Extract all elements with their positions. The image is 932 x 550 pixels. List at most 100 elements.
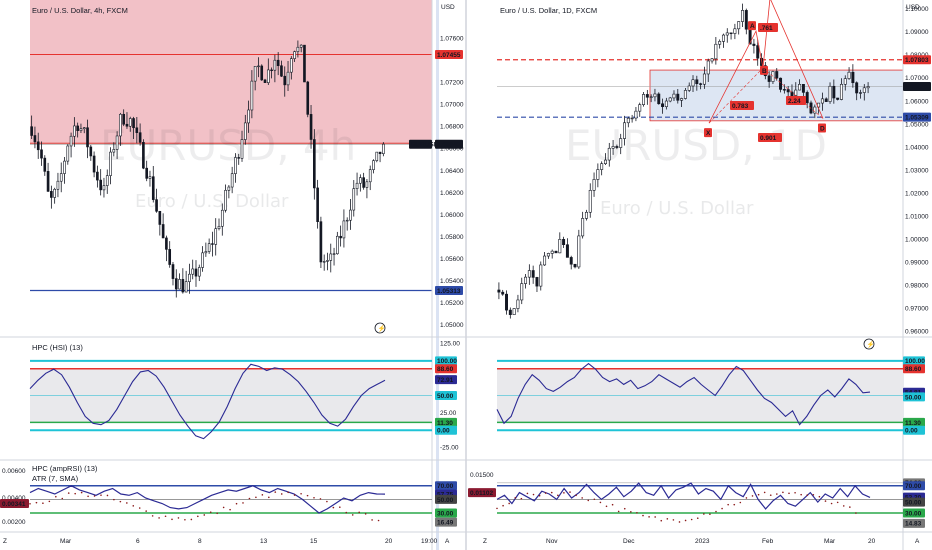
r-atr-dot bbox=[842, 505, 845, 507]
right-candle bbox=[623, 122, 626, 139]
osc2-line bbox=[29, 485, 386, 514]
watermark: EURUSD, 4h bbox=[100, 121, 356, 170]
right-price-tick: 1.04000 bbox=[905, 144, 929, 151]
left-candle bbox=[128, 118, 132, 127]
left-candle bbox=[250, 80, 254, 111]
right-candle bbox=[741, 10, 744, 22]
left-candle bbox=[352, 188, 356, 211]
right-title: Euro / U.S. Dollar, 1D, FXCM bbox=[500, 6, 597, 15]
r-atr-dot bbox=[788, 492, 790, 495]
left-candle bbox=[329, 253, 333, 261]
right-candle bbox=[832, 85, 836, 99]
left-x-label: 20 bbox=[385, 538, 393, 545]
right-candle bbox=[866, 86, 870, 89]
atr-dot bbox=[190, 518, 193, 521]
r-atr-dot bbox=[557, 494, 559, 497]
right-candle bbox=[524, 276, 528, 284]
left-candle bbox=[59, 173, 63, 182]
pattern-r3-bg bbox=[758, 133, 782, 142]
osc2-tick: 0.00400 bbox=[2, 495, 26, 502]
right-candle bbox=[630, 117, 634, 120]
left-candle bbox=[181, 279, 185, 293]
left-x-label: 6 bbox=[136, 538, 140, 545]
atr-dot bbox=[287, 491, 289, 494]
right-candle bbox=[782, 89, 786, 91]
atr-dot bbox=[177, 517, 180, 519]
right-badge-zone-top: 1.07803 bbox=[905, 57, 929, 64]
atr-dot bbox=[93, 495, 96, 497]
left-candle bbox=[211, 243, 214, 245]
r-atr-dot bbox=[496, 507, 498, 510]
atr-dot bbox=[171, 518, 173, 521]
right-candle bbox=[638, 104, 642, 112]
atr-dot bbox=[235, 502, 238, 505]
left-osc2-badge-left: 0.00341 bbox=[2, 501, 26, 508]
left-candle bbox=[145, 167, 149, 179]
right-candle bbox=[714, 43, 718, 60]
right-candle bbox=[779, 77, 783, 90]
atr-dot bbox=[119, 500, 122, 503]
r-atr-dot bbox=[812, 493, 815, 496]
left-candle bbox=[359, 177, 362, 184]
r-atr-dot bbox=[532, 493, 535, 496]
r-atr-dot bbox=[703, 513, 705, 515]
r-atr-dot bbox=[709, 513, 711, 515]
left-badge-support: 1.05313 bbox=[437, 288, 461, 295]
atr-dot bbox=[138, 507, 141, 509]
r-osc1-line bbox=[496, 362, 871, 426]
left-candle bbox=[201, 252, 204, 268]
pattern-r2-bg bbox=[786, 96, 806, 105]
r-atr-dot bbox=[745, 497, 748, 499]
right-x-label: Nov bbox=[546, 538, 558, 545]
right-candles bbox=[497, 3, 870, 319]
right-price-tick: 1.10000 bbox=[905, 6, 929, 13]
left-price-tick: 1.05600 bbox=[440, 256, 464, 263]
right-candle bbox=[836, 97, 840, 100]
left-badge-zone-top-bg bbox=[435, 50, 463, 60]
atr-dot bbox=[35, 501, 38, 504]
atr-dot bbox=[268, 496, 270, 499]
right-candle bbox=[577, 235, 581, 268]
left-candle bbox=[362, 177, 365, 188]
osc1-tick: -25.00 bbox=[440, 445, 459, 452]
left-osc1-badge-bg bbox=[435, 356, 457, 366]
left-title: Euro / U.S. Dollar, 4h, FXCM bbox=[32, 6, 128, 15]
right-candle bbox=[550, 250, 554, 254]
atr-dot bbox=[280, 493, 283, 495]
left-candle bbox=[378, 151, 382, 154]
right-candle bbox=[695, 79, 699, 85]
left-osc2-badge-bg bbox=[435, 508, 457, 518]
left-osc1-badge: 11.30 bbox=[437, 420, 453, 427]
atr-dot bbox=[364, 513, 367, 515]
left-candle bbox=[43, 157, 47, 172]
left-price-tick: 1.05400 bbox=[440, 278, 464, 285]
right-candle bbox=[771, 71, 775, 82]
right-osc1-badge-bg bbox=[903, 364, 925, 374]
r-atr-dot bbox=[776, 493, 778, 495]
right-osc1-badge: 100.00 bbox=[905, 358, 925, 365]
left-candle bbox=[168, 249, 172, 265]
left-candle bbox=[204, 251, 208, 254]
left-candle bbox=[345, 219, 349, 222]
right-badge-zone-bottom-bg bbox=[903, 112, 931, 122]
right-x-label: 2023 bbox=[695, 538, 710, 545]
left-candle bbox=[257, 65, 260, 68]
left-candle bbox=[86, 127, 89, 148]
r-atr-dot bbox=[630, 511, 632, 513]
atr-dot bbox=[67, 492, 70, 494]
right-candle bbox=[847, 71, 851, 79]
left-corner-a: A bbox=[445, 538, 450, 545]
left-price-tick: 1.05800 bbox=[440, 234, 464, 241]
right-candle bbox=[839, 83, 843, 100]
right-candle bbox=[729, 32, 733, 34]
left-candle bbox=[178, 279, 181, 290]
r-atr-dot bbox=[605, 505, 608, 508]
left-price-tick: 1.06000 bbox=[440, 212, 464, 219]
r-atr-dot bbox=[727, 503, 729, 506]
left-candle bbox=[227, 186, 231, 191]
left-osc2-title: HPC (ampRSI) (13) bbox=[32, 464, 98, 473]
r-osc2-tick: 0.01500 bbox=[470, 472, 494, 479]
r-atr-dot bbox=[672, 519, 675, 521]
r-atr-dot bbox=[508, 502, 510, 505]
left-candle bbox=[273, 59, 277, 71]
